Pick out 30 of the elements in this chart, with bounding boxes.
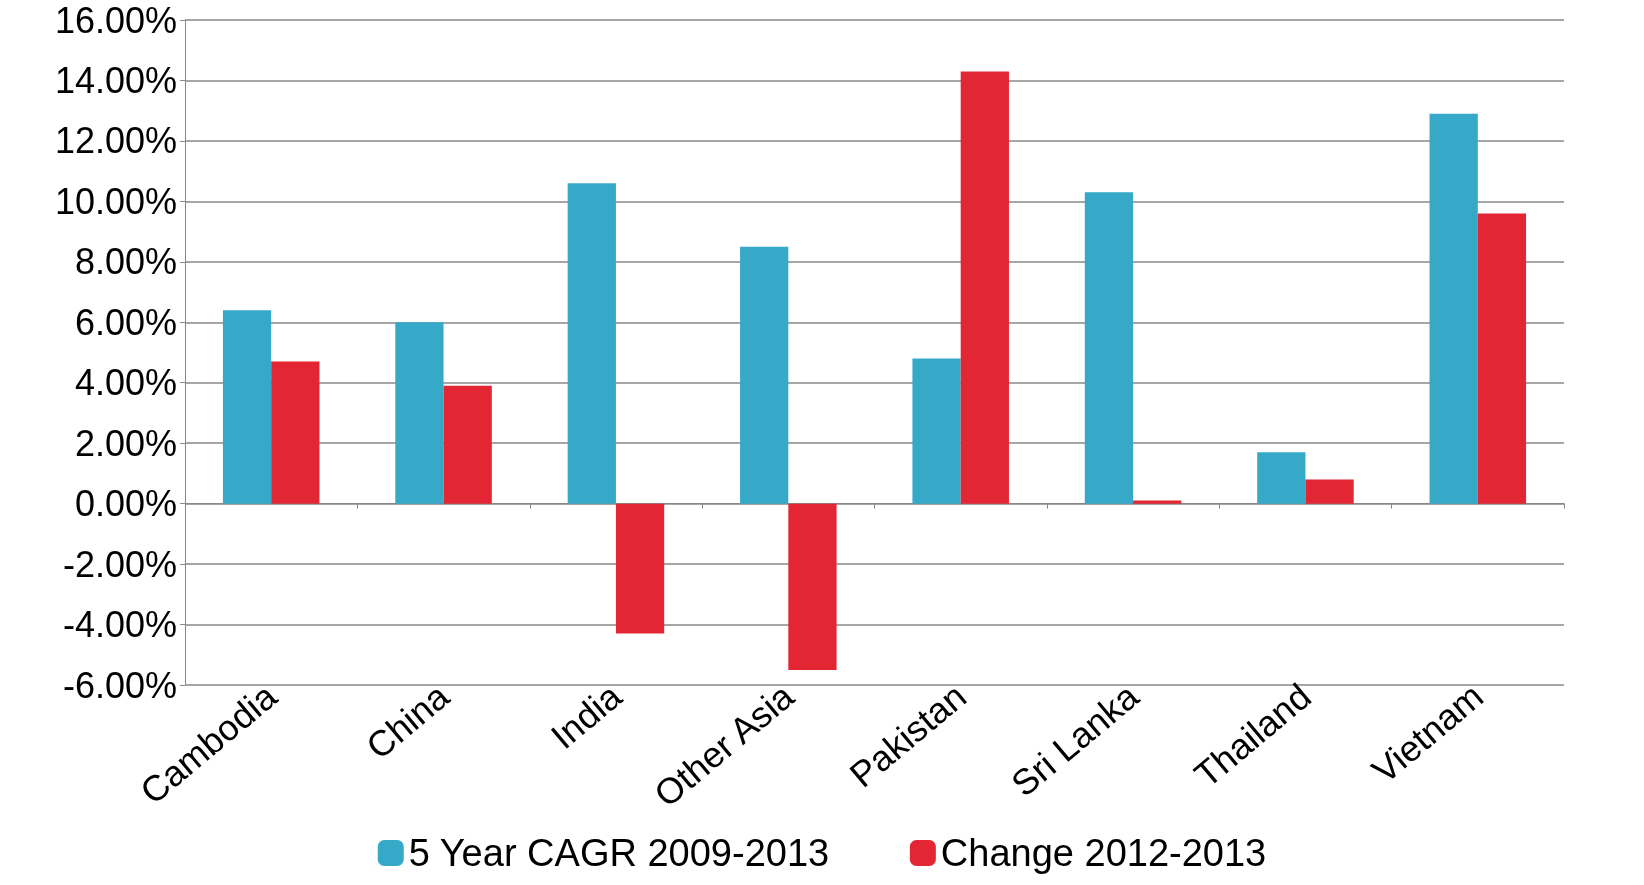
bar: [395, 322, 444, 504]
x-tick-label: India: [542, 674, 630, 757]
y-tick-label: 6.00%: [74, 301, 177, 343]
y-tick-label: 12.00%: [54, 120, 177, 162]
bar: [960, 71, 1009, 504]
bar: [1429, 113, 1478, 504]
y-tick-label: -4.00%: [62, 604, 177, 646]
bar: [443, 385, 492, 504]
bar: [1133, 500, 1182, 504]
y-tick-label: -2.00%: [62, 543, 177, 585]
y-tick-label: 4.00%: [74, 362, 177, 404]
bar: [567, 183, 616, 504]
y-tick-label: 2.00%: [74, 422, 177, 464]
bar: [1477, 213, 1527, 504]
legend-label: Change 2012-2013: [940, 832, 1267, 874]
y-tick-label: 0.00%: [74, 483, 177, 525]
y-tick-label: 16.00%: [54, 0, 177, 41]
bar: [271, 361, 320, 504]
bar: [788, 503, 837, 670]
y-tick-label: 8.00%: [74, 241, 177, 283]
y-tick-label: 14.00%: [54, 59, 177, 101]
y-tick-label: 10.00%: [54, 180, 177, 222]
legend-label: 5 Year CAGR 2009-2013: [408, 832, 830, 874]
bar: [740, 246, 789, 504]
bar: [615, 503, 665, 634]
bar: [1305, 479, 1354, 504]
bar: [1084, 192, 1134, 504]
bar: [912, 358, 961, 504]
bar: [222, 310, 272, 504]
bar: [1257, 452, 1306, 504]
